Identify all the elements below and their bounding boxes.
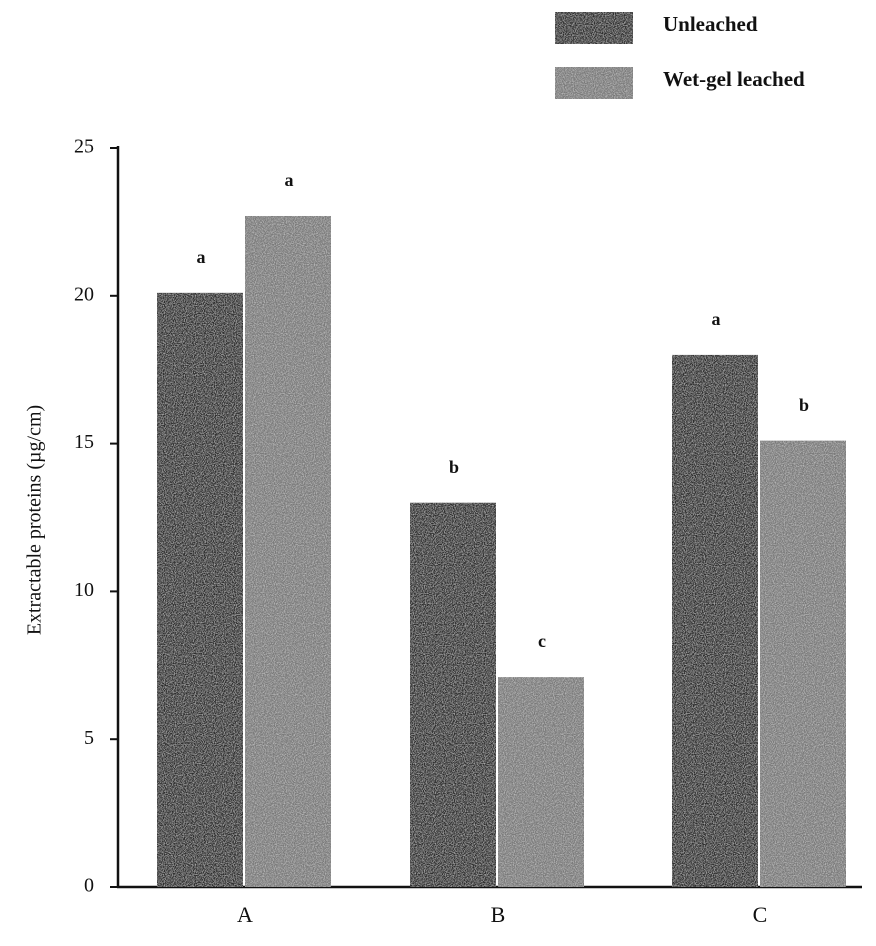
bar <box>498 677 584 887</box>
significance-letter: c <box>538 631 546 651</box>
significance-letter: b <box>449 457 459 477</box>
legend-label: Unleached <box>663 12 758 36</box>
y-tick-label: 15 <box>74 431 94 453</box>
x-tick-label: B <box>491 902 506 927</box>
y-axis-label: Extractable proteins (µg/cm) <box>24 405 46 635</box>
x-tick-label: C <box>753 902 768 927</box>
bar <box>672 355 758 887</box>
significance-letter: a <box>197 247 206 267</box>
y-tick-label: 5 <box>84 727 94 749</box>
chart: Extractable proteins (µg/cm) 0 5 10 15 20 25 A… <box>0 0 876 941</box>
bar <box>157 293 243 887</box>
x-tick-label: A <box>237 902 253 927</box>
y-tick-label: 20 <box>74 283 94 305</box>
bar <box>760 441 846 887</box>
bar <box>410 503 496 887</box>
legend-label: Wet-gel leached <box>663 67 805 91</box>
bar <box>245 216 331 887</box>
significance-letter: a <box>285 170 294 190</box>
y-tick-label: 25 <box>74 136 94 158</box>
y-tick-label: 10 <box>74 579 94 601</box>
y-tick-label: 0 <box>84 875 94 897</box>
legend-swatch <box>555 67 633 99</box>
significance-letter: b <box>799 395 809 415</box>
significance-letter: a <box>712 309 721 329</box>
legend-swatch <box>555 12 633 44</box>
